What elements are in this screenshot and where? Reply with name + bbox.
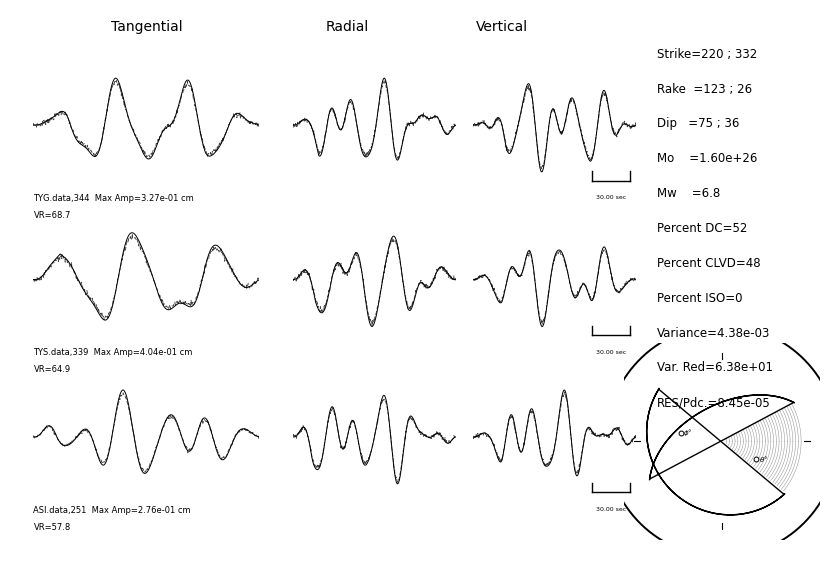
Text: $\phi°$: $\phi°$ (682, 428, 692, 438)
Text: Rake  =123 ; 26: Rake =123 ; 26 (656, 83, 752, 96)
Text: Dip   =75 ; 36: Dip =75 ; 36 (656, 117, 738, 130)
Text: Vertical: Vertical (476, 20, 528, 34)
Text: Percent CLVD=48: Percent CLVD=48 (656, 257, 760, 270)
Text: 30.00 sec: 30.00 sec (595, 350, 625, 355)
Text: ASI.data,251  Max Amp=2.76e-01 cm: ASI.data,251 Max Amp=2.76e-01 cm (33, 506, 191, 515)
Text: Strike=220 ; 332: Strike=220 ; 332 (656, 48, 757, 61)
Text: VR=68.7: VR=68.7 (33, 211, 71, 220)
Text: Mw    =6.8: Mw =6.8 (656, 187, 720, 200)
Text: Tangential: Tangential (110, 20, 182, 34)
Text: TYG.data,344  Max Amp=3.27e-01 cm: TYG.data,344 Max Amp=3.27e-01 cm (33, 194, 194, 203)
Text: VR=64.9: VR=64.9 (33, 365, 70, 374)
Text: $\theta°$: $\theta°$ (758, 454, 767, 464)
Text: Mo    =1.60e+26: Mo =1.60e+26 (656, 152, 757, 165)
Text: 30.00 sec: 30.00 sec (595, 507, 625, 512)
Text: Variance=4.38e-03: Variance=4.38e-03 (656, 327, 769, 339)
Text: Percent DC=52: Percent DC=52 (656, 222, 747, 235)
Text: Percent ISO=0: Percent ISO=0 (656, 292, 742, 305)
Text: Var. Red=6.38e+01: Var. Red=6.38e+01 (656, 361, 772, 374)
Text: 30.00 sec: 30.00 sec (595, 195, 625, 200)
Text: TYS.data,339  Max Amp=4.04e-01 cm: TYS.data,339 Max Amp=4.04e-01 cm (33, 348, 192, 357)
Text: VR=57.8: VR=57.8 (33, 523, 71, 532)
Text: RES/Pdc.=8.45e-05: RES/Pdc.=8.45e-05 (656, 396, 770, 409)
Text: Radial: Radial (325, 20, 369, 34)
